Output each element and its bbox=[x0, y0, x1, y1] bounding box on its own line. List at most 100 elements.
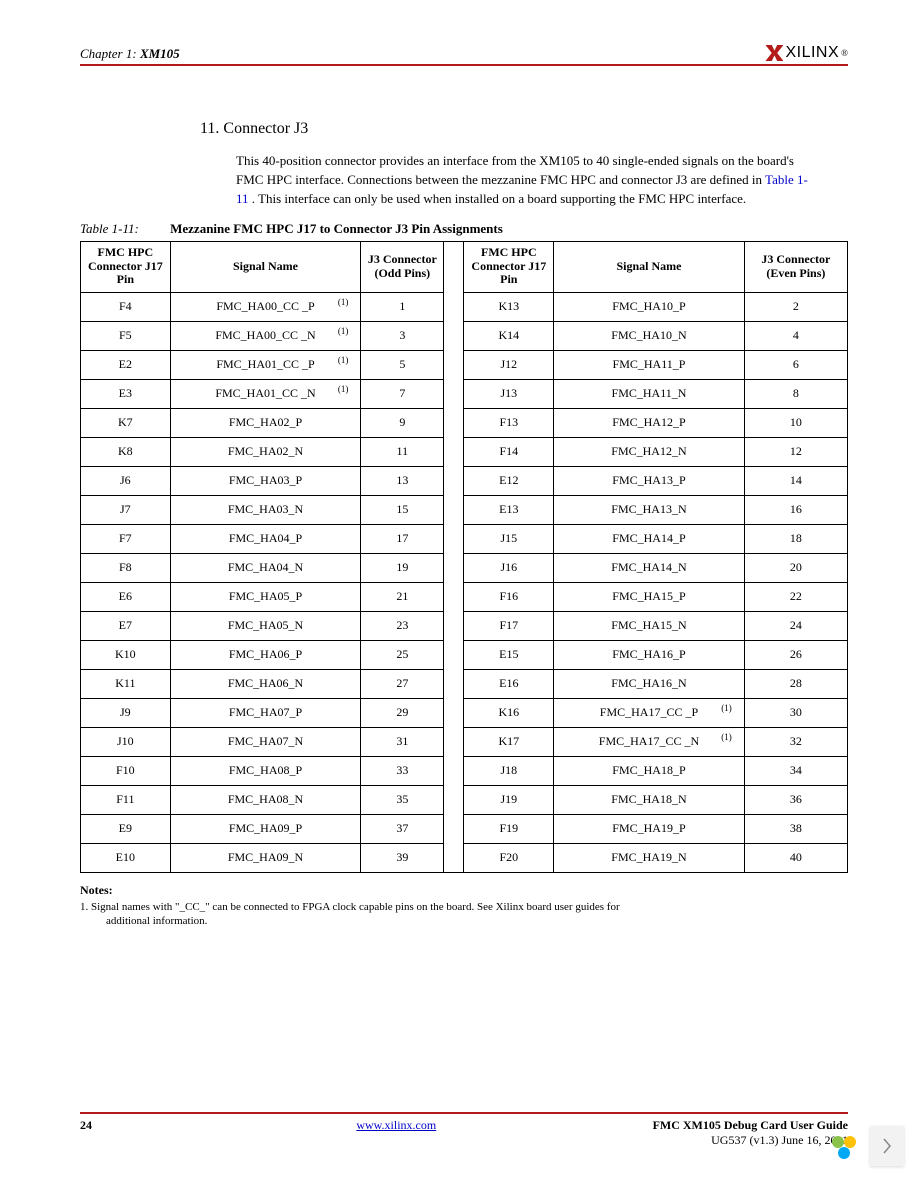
cell-odd-pin: 9 bbox=[361, 408, 444, 437]
pin-assignment-table: FMC HPC Connector J17 Pin Signal Name J3… bbox=[80, 241, 848, 873]
note-ref: (1) bbox=[721, 703, 732, 713]
cell-even-pin: 12 bbox=[744, 437, 847, 466]
cell-j17-right: E12 bbox=[464, 466, 554, 495]
table-row: E6FMC_HA05_P21F16FMC_HA15_P22 bbox=[81, 582, 848, 611]
table-row: K10FMC_HA06_P25E15FMC_HA16_P26 bbox=[81, 640, 848, 669]
cell-even-pin: 26 bbox=[744, 640, 847, 669]
cell-j17-right: J15 bbox=[464, 524, 554, 553]
cell-j17-left: J6 bbox=[81, 466, 171, 495]
cell-signal-right: FMC_HA15_P bbox=[554, 582, 745, 611]
cell-signal-right: FMC_HA15_N bbox=[554, 611, 745, 640]
section-heading: 11. Connector J3 bbox=[200, 120, 848, 138]
cell-j17-right: F20 bbox=[464, 843, 554, 872]
cell-signal-right: FMC_HA12_P bbox=[554, 408, 745, 437]
table-row: F7FMC_HA04_P17J15FMC_HA14_P18 bbox=[81, 524, 848, 553]
cell-signal-left: FMC_HA06_P bbox=[170, 640, 361, 669]
note-ref: (1) bbox=[338, 326, 349, 336]
cell-j17-right: E16 bbox=[464, 669, 554, 698]
cell-j17-right: F13 bbox=[464, 408, 554, 437]
table-header-row: FMC HPC Connector J17 Pin Signal Name J3… bbox=[81, 241, 848, 292]
cell-odd-pin: 11 bbox=[361, 437, 444, 466]
note-ref: (1) bbox=[338, 297, 349, 307]
cell-even-pin: 30 bbox=[744, 698, 847, 727]
cell-j17-left: K8 bbox=[81, 437, 171, 466]
note-1-line1: 1. Signal names with "_CC_" can be conne… bbox=[80, 901, 620, 913]
table-caption-title: Mezzanine FMC HPC J17 to Connector J3 Pi… bbox=[170, 221, 503, 236]
note-ref: (1) bbox=[338, 355, 349, 365]
table-row: K7FMC_HA02_P9F13FMC_HA12_P10 bbox=[81, 408, 848, 437]
cell-spacer bbox=[444, 582, 464, 611]
cell-signal-right: FMC_HA19_P bbox=[554, 814, 745, 843]
table-row: J10FMC_HA07_N31K17FMC_HA17_CC _N(1)32 bbox=[81, 727, 848, 756]
cell-odd-pin: 5 bbox=[361, 350, 444, 379]
footer-doc-title: FMC XM105 Debug Card User Guide bbox=[653, 1118, 848, 1133]
cell-spacer bbox=[444, 408, 464, 437]
cell-signal-right: FMC_HA17_CC _P(1) bbox=[554, 698, 745, 727]
cell-even-pin: 36 bbox=[744, 785, 847, 814]
cell-j17-right: F17 bbox=[464, 611, 554, 640]
chapter-prefix: Chapter 1: bbox=[80, 46, 137, 61]
xilinx-x-icon bbox=[765, 45, 783, 61]
cell-spacer bbox=[444, 669, 464, 698]
cell-signal-left: FMC_HA03_P bbox=[170, 466, 361, 495]
cell-signal-right: FMC_HA18_P bbox=[554, 756, 745, 785]
cell-j17-left: J10 bbox=[81, 727, 171, 756]
table-row: E7FMC_HA05_N23F17FMC_HA15_N24 bbox=[81, 611, 848, 640]
table-row: F10FMC_HA08_P33J18FMC_HA18_P34 bbox=[81, 756, 848, 785]
cell-signal-left: FMC_HA07_P bbox=[170, 698, 361, 727]
table-row: E9FMC_HA09_P37F19FMC_HA19_P38 bbox=[81, 814, 848, 843]
col-header-signal-right: Signal Name bbox=[554, 241, 745, 292]
cell-signal-right: FMC_HA19_N bbox=[554, 843, 745, 872]
brand-text: XILINX bbox=[785, 44, 839, 62]
cell-j17-left: F10 bbox=[81, 756, 171, 785]
table-row: F11FMC_HA08_N35J19FMC_HA18_N36 bbox=[81, 785, 848, 814]
cell-signal-left: FMC_HA02_P bbox=[170, 408, 361, 437]
note-ref: (1) bbox=[721, 732, 732, 742]
col-header-odd-pins: J3 Connector (Odd Pins) bbox=[361, 241, 444, 292]
cell-signal-left: FMC_HA00_CC _N(1) bbox=[170, 321, 361, 350]
cell-even-pin: 8 bbox=[744, 379, 847, 408]
cell-j17-left: J7 bbox=[81, 495, 171, 524]
cell-signal-left: FMC_HA03_N bbox=[170, 495, 361, 524]
cell-signal-left: FMC_HA05_P bbox=[170, 582, 361, 611]
cell-signal-right: FMC_HA11_P bbox=[554, 350, 745, 379]
cell-odd-pin: 35 bbox=[361, 785, 444, 814]
cell-even-pin: 24 bbox=[744, 611, 847, 640]
table-caption-prefix: Table 1-11: bbox=[80, 221, 139, 236]
cell-spacer bbox=[444, 785, 464, 814]
cell-odd-pin: 19 bbox=[361, 553, 444, 582]
section-title: Connector J3 bbox=[223, 120, 308, 137]
cell-signal-left: FMC_HA09_N bbox=[170, 843, 361, 872]
cell-j17-right: J16 bbox=[464, 553, 554, 582]
col-header-j17-right: FMC HPC Connector J17 Pin bbox=[464, 241, 554, 292]
cell-j17-right: K16 bbox=[464, 698, 554, 727]
cell-spacer bbox=[444, 756, 464, 785]
cell-j17-left: F4 bbox=[81, 292, 171, 321]
col-spacer bbox=[444, 241, 464, 292]
cell-spacer bbox=[444, 843, 464, 872]
table-row: J6FMC_HA03_P13E12FMC_HA13_P14 bbox=[81, 466, 848, 495]
cell-j17-left: F5 bbox=[81, 321, 171, 350]
cell-signal-right: FMC_HA11_N bbox=[554, 379, 745, 408]
next-page-button[interactable] bbox=[870, 1126, 904, 1166]
cell-signal-right: FMC_HA16_N bbox=[554, 669, 745, 698]
cell-odd-pin: 13 bbox=[361, 466, 444, 495]
col-header-j17-left: FMC HPC Connector J17 Pin bbox=[81, 241, 171, 292]
cell-even-pin: 40 bbox=[744, 843, 847, 872]
chapter-title: Chapter 1: XM105 bbox=[80, 46, 180, 62]
body-paragraph: This 40-position connector provides an i… bbox=[236, 152, 818, 209]
cell-even-pin: 32 bbox=[744, 727, 847, 756]
section-number: 11. bbox=[200, 120, 219, 137]
cell-j17-right: F14 bbox=[464, 437, 554, 466]
cell-odd-pin: 27 bbox=[361, 669, 444, 698]
cell-even-pin: 22 bbox=[744, 582, 847, 611]
cell-even-pin: 38 bbox=[744, 814, 847, 843]
footer-link[interactable]: www.xilinx.com bbox=[356, 1118, 436, 1132]
cell-signal-right: FMC_HA13_N bbox=[554, 495, 745, 524]
cell-odd-pin: 15 bbox=[361, 495, 444, 524]
cell-j17-left: E9 bbox=[81, 814, 171, 843]
cell-signal-right: FMC_HA14_P bbox=[554, 524, 745, 553]
cell-spacer bbox=[444, 727, 464, 756]
cell-j17-right: E15 bbox=[464, 640, 554, 669]
cell-even-pin: 2 bbox=[744, 292, 847, 321]
